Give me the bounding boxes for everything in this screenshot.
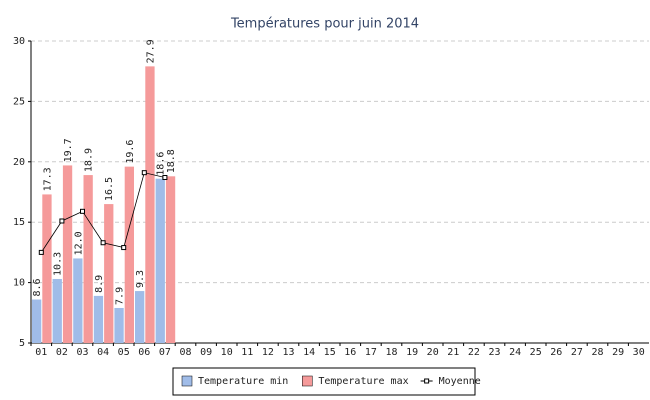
x-tick-label: 01: [35, 347, 47, 358]
data-label: 18.6: [156, 152, 167, 176]
legend-swatch: [424, 378, 430, 384]
x-tick-label: 10: [221, 347, 233, 358]
data-label: 16.5: [104, 177, 115, 201]
x-tick-label: 07: [159, 347, 171, 358]
data-label: 9.3: [135, 270, 146, 288]
x-tick-label: 08: [179, 347, 191, 358]
data-label: 8.6: [32, 278, 43, 296]
x-tick-label: 03: [76, 347, 88, 358]
bar: [165, 176, 176, 343]
x-tick-label: 05: [118, 347, 130, 358]
y-tick-label: 10: [13, 278, 25, 289]
legend-label: Moyenne: [439, 376, 481, 387]
x-tick-label: 13: [282, 347, 294, 358]
data-label: 7.9: [115, 287, 126, 305]
bar: [114, 307, 124, 343]
bar: [93, 295, 104, 343]
data-label: 18.8: [166, 149, 177, 173]
data-label: 19.6: [125, 140, 136, 164]
x-tick-label: 27: [571, 347, 583, 358]
bar: [104, 204, 114, 343]
x-tick-label: 30: [633, 347, 645, 358]
legend-label: Temperature min: [198, 376, 288, 387]
x-tick-label: 15: [324, 347, 336, 358]
x-tick-label: 14: [303, 347, 315, 358]
line-marker: [162, 175, 168, 181]
x-tick-label: 21: [447, 347, 459, 358]
x-tick-label: 22: [468, 347, 480, 358]
data-label: 10.3: [53, 252, 64, 276]
bar: [62, 165, 73, 343]
bar: [135, 291, 145, 343]
bar: [155, 178, 165, 343]
x-tick-label: 20: [427, 347, 439, 358]
line-marker: [38, 249, 44, 255]
x-tick-label: 24: [509, 347, 521, 358]
legend-swatch: [181, 375, 193, 387]
data-label: 8.9: [94, 275, 105, 293]
x-tick-label: 11: [241, 347, 253, 358]
bar: [52, 278, 62, 343]
y-tick-label: 30: [13, 36, 25, 47]
x-tick-label: 23: [488, 347, 500, 358]
x-tick-label: 19: [406, 347, 418, 358]
x-tick-label: 06: [138, 347, 150, 358]
line-marker: [141, 170, 147, 176]
bar: [42, 194, 52, 343]
y-tick-label: 15: [13, 217, 25, 228]
legend-label: Temperature max: [318, 376, 408, 387]
x-tick-label: 04: [97, 347, 109, 358]
x-tick-label: 29: [612, 347, 624, 358]
x-tick-label: 26: [550, 347, 562, 358]
bar: [145, 66, 155, 344]
line-marker: [59, 218, 65, 224]
y-tick-label: 20: [13, 157, 25, 168]
chart-title: Températures pour juin 2014: [230, 17, 419, 32]
line-marker: [80, 208, 85, 214]
line-marker: [100, 240, 106, 246]
x-tick-label: 16: [344, 347, 356, 358]
data-label: 12.0: [73, 231, 84, 255]
x-tick-label: 25: [530, 347, 542, 358]
x-tick-label: 18: [385, 347, 397, 358]
y-tick-label: 5: [19, 338, 25, 349]
bar: [32, 299, 42, 343]
x-tick-label: 28: [591, 347, 603, 358]
bar: [124, 166, 134, 343]
data-label: 17.3: [42, 167, 53, 191]
x-tick-label: 09: [200, 347, 212, 358]
y-tick-label: 25: [13, 96, 25, 107]
bar: [83, 175, 93, 343]
x-tick-label: 02: [56, 347, 68, 358]
x-tick-label: 17: [365, 347, 377, 358]
legend-swatch: [302, 375, 313, 387]
line-marker: [121, 245, 127, 251]
data-label: 18.9: [84, 148, 95, 172]
x-tick-label: 12: [262, 347, 274, 358]
data-label: 19.7: [63, 138, 74, 162]
bar: [73, 258, 83, 343]
data-label: 27.9: [145, 39, 156, 63]
